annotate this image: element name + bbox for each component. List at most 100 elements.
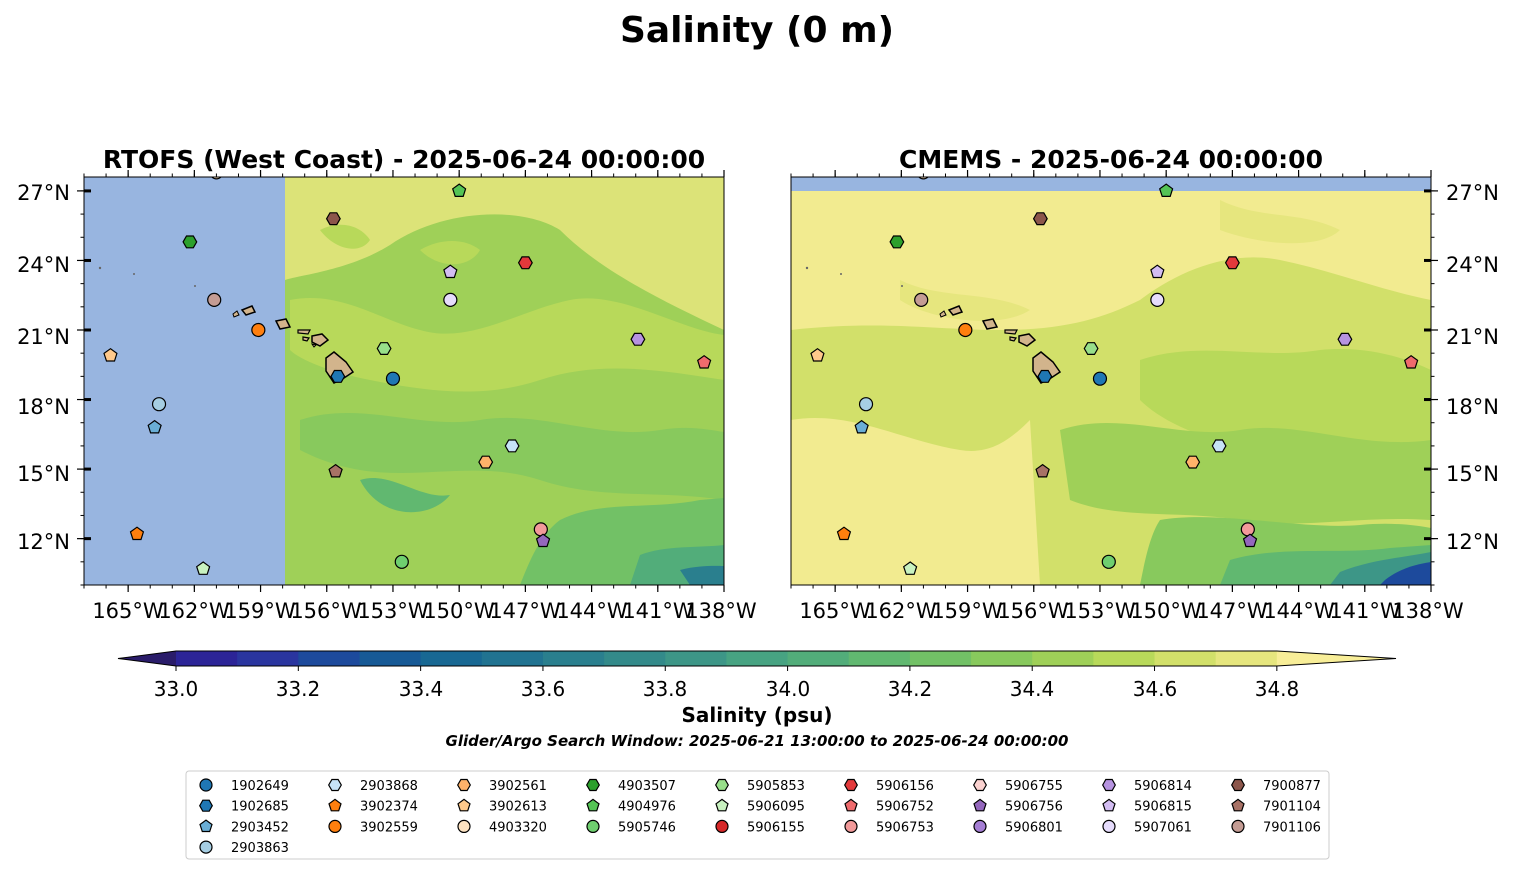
colorbar-tick-label: 34.2 bbox=[888, 677, 933, 701]
legend-marker-3902561 bbox=[457, 778, 471, 792]
float-marker-3902561 bbox=[1185, 455, 1201, 469]
colorbar-bin bbox=[1215, 651, 1278, 666]
float-marker-7901106 bbox=[207, 292, 222, 307]
legend-label-4903320: 4903320 bbox=[489, 820, 547, 835]
colorbar-bin bbox=[1032, 651, 1094, 666]
float-markers-rtofs bbox=[103, 177, 712, 575]
float-marker-2903452 bbox=[147, 419, 162, 434]
x-tick-label: 138°W bbox=[1392, 599, 1464, 623]
x-tick-label: 159°W bbox=[931, 599, 1003, 623]
x-tick-label: 141°W bbox=[1329, 599, 1401, 623]
legend-label-3902561: 3902561 bbox=[489, 779, 547, 794]
legend-item-4904976: 4904976 bbox=[586, 798, 676, 815]
y-tick-label: 12°N bbox=[1446, 530, 1499, 554]
legend-label-5906756: 5906756 bbox=[1005, 800, 1063, 815]
legend-marker-5907061 bbox=[1102, 819, 1116, 834]
panel-title-cmems: CMEMS - 2025-06-24 00:00:00 bbox=[899, 145, 1323, 174]
float-marker-3902613 bbox=[810, 347, 825, 362]
float-marker-2903863 bbox=[858, 397, 874, 412]
float-marker-5906752 bbox=[1403, 354, 1419, 369]
legend-item-3902561: 3902561 bbox=[457, 778, 547, 794]
y-tick-label: 27°N bbox=[1446, 181, 1499, 205]
legend-marker-7901106 bbox=[1231, 819, 1245, 834]
legend-label-5906815: 5906815 bbox=[1134, 800, 1192, 815]
colorbar-tick-label: 34.4 bbox=[1010, 677, 1055, 701]
float-marker-5906814 bbox=[1337, 332, 1353, 346]
float-marker-3902559 bbox=[958, 322, 973, 338]
axes-frame-cmems bbox=[790, 176, 1432, 586]
float-marker-5906815 bbox=[443, 264, 458, 279]
legend-label-5906155: 5906155 bbox=[747, 820, 805, 835]
y-tick-label: 18°N bbox=[17, 395, 70, 419]
colorbar-extend-max bbox=[1276, 651, 1396, 666]
x-tick-label: 150°W bbox=[423, 599, 495, 623]
float-marker-5907061 bbox=[1150, 292, 1165, 307]
float-marker-3902613 bbox=[103, 347, 118, 362]
legend-item-7900877: 7900877 bbox=[1231, 778, 1321, 794]
float-marker-5907061 bbox=[443, 292, 458, 307]
y-tick-label: 21°N bbox=[1446, 325, 1499, 349]
x-tick-label: 141°W bbox=[622, 599, 694, 623]
legend-marker-4903507 bbox=[586, 778, 600, 792]
legend-marker-5905853 bbox=[715, 778, 729, 792]
legend-label-3902374: 3902374 bbox=[360, 800, 418, 815]
panel-rtofs: RTOFS (West Coast) - 2025-06-24 00:00:00 bbox=[17, 145, 757, 623]
x-tick-label: 165°W bbox=[92, 599, 164, 623]
float-marker-5906156 bbox=[1224, 256, 1240, 270]
hawaii-islands-rtofs bbox=[98, 266, 355, 384]
legend-item-7901104: 7901104 bbox=[1231, 798, 1321, 815]
x-tick-label: 159°W bbox=[224, 599, 296, 623]
legend-label-4904976: 4904976 bbox=[618, 800, 676, 815]
legend-label-5906801: 5906801 bbox=[1005, 820, 1063, 835]
x-tick-label: 147°W bbox=[1196, 599, 1268, 623]
legend-label-5905853: 5905853 bbox=[747, 779, 805, 794]
legend-label-5905746: 5905746 bbox=[618, 820, 676, 835]
figure-title: Salinity (0 m) bbox=[620, 10, 894, 51]
legend-marker-3902613 bbox=[457, 798, 471, 812]
colorbar-bin bbox=[604, 651, 666, 666]
float-marker-5906752 bbox=[696, 354, 712, 369]
legend-item-5906814: 5906814 bbox=[1102, 778, 1192, 794]
axis-ticks-cmems bbox=[790, 170, 1438, 592]
colorbar-bins bbox=[117, 650, 1397, 671]
colorbar-bin bbox=[848, 651, 911, 666]
panel-title-rtofs: RTOFS (West Coast) - 2025-06-24 00:00:00 bbox=[103, 145, 705, 174]
legend-label-5906095: 5906095 bbox=[747, 800, 805, 815]
legend-marker-7900877 bbox=[1231, 778, 1245, 792]
legend-label-1902685: 1902685 bbox=[231, 800, 289, 815]
axis-ticks-rtofs bbox=[77, 170, 725, 592]
float-marker-7901106 bbox=[914, 292, 929, 307]
legend-label-5906753: 5906753 bbox=[876, 820, 934, 835]
legend-item-3902374: 3902374 bbox=[328, 798, 418, 815]
legend-marker-5906801 bbox=[973, 819, 987, 834]
legend-label-5906752: 5906752 bbox=[876, 800, 934, 815]
legend-item-4903507: 4903507 bbox=[586, 778, 676, 794]
legend-item-5906815: 5906815 bbox=[1102, 798, 1192, 815]
legend-item-3902613: 3902613 bbox=[457, 798, 547, 815]
x-tick-label: 150°W bbox=[1130, 599, 1202, 623]
axes-frame-rtofs bbox=[83, 176, 725, 586]
legend-marker-5906815 bbox=[1102, 798, 1116, 812]
float-marker-5906756 bbox=[535, 533, 551, 548]
float-marker-1902685 bbox=[330, 369, 346, 383]
x-tick-label: 162°W bbox=[158, 599, 230, 623]
legend-item-3902559: 3902559 bbox=[328, 819, 418, 835]
colorbar-label: Salinity (psu) bbox=[681, 703, 832, 727]
float-marker-7900877 bbox=[1032, 212, 1048, 226]
legend-marker-2903868 bbox=[328, 778, 342, 792]
legend-item-5906801: 5906801 bbox=[973, 819, 1063, 835]
legend-item-7901106: 7901106 bbox=[1231, 819, 1321, 835]
x-tick-label: 165°W bbox=[799, 599, 871, 623]
float-marker-5906095 bbox=[902, 561, 918, 575]
x-tick-label: 153°W bbox=[1064, 599, 1136, 623]
x-tick-label: 156°W bbox=[290, 599, 362, 623]
legend-item-5906755: 5906755 bbox=[973, 778, 1063, 794]
colorbar-bin bbox=[726, 651, 789, 666]
colorbar-extend-min bbox=[118, 651, 176, 666]
legend-item-2903868: 2903868 bbox=[328, 778, 418, 794]
colorbar-tick-label: 33.0 bbox=[154, 677, 199, 701]
float-marker-5906814 bbox=[630, 332, 646, 346]
float-marker-5905746 bbox=[394, 554, 409, 569]
float-marker-3902374 bbox=[129, 526, 145, 541]
colorbar-tick-label: 34.0 bbox=[766, 677, 811, 701]
